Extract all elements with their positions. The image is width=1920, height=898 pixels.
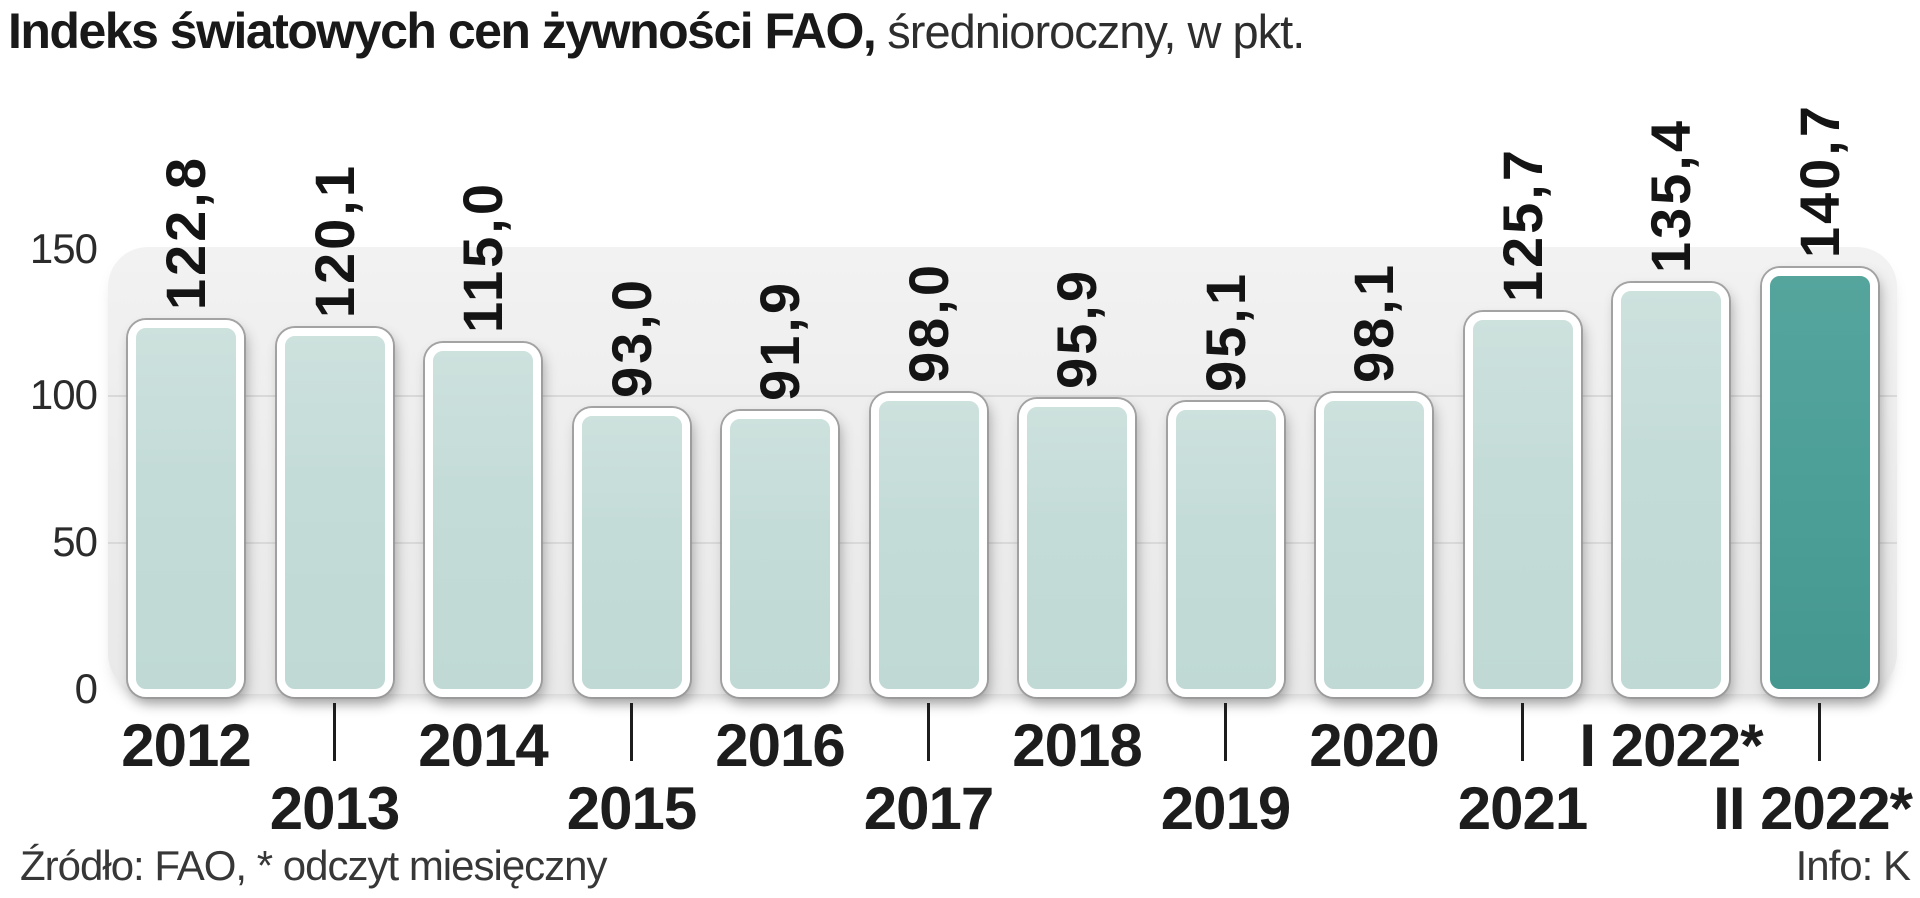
plot-area <box>108 247 1897 694</box>
bar-I-2022 <box>1613 283 1729 697</box>
x-axis-label-I-2022: I 2022* <box>1579 712 1763 779</box>
bar-2012 <box>128 320 244 697</box>
y-axis-label-100: 100 <box>29 371 98 419</box>
x-axis-label-2020: 2020 <box>1309 712 1439 779</box>
value-label-2016: 91,9 <box>748 280 811 401</box>
value-label-2012: 122,8 <box>154 154 217 310</box>
chart-title: Indeks światowych cen żywności FAO, śred… <box>8 2 1305 60</box>
source-note: Źródło: FAO, * odczyt miesięczny <box>20 842 608 889</box>
x-tick-2021 <box>1521 703 1524 761</box>
value-label-II-2022: 140,7 <box>1787 102 1851 258</box>
value-label-2019: 95,1 <box>1193 271 1257 392</box>
x-axis-label-2014: 2014 <box>418 712 548 779</box>
value-label-2017: 98,0 <box>896 262 960 383</box>
value-label-I-2022: 135,4 <box>1639 117 1702 273</box>
x-axis-label-2012: 2012 <box>121 712 251 779</box>
gridline-100 <box>108 395 1897 398</box>
y-axis-label-50: 50 <box>52 518 98 566</box>
value-label-2018: 95,9 <box>1045 268 1108 389</box>
x-tick-II-2022 <box>1818 703 1821 761</box>
x-tick-2013 <box>333 703 336 761</box>
credit-note: Info: K <box>1795 842 1911 889</box>
y-axis-label-0: 0 <box>74 665 98 712</box>
x-axis-label-2019: 2019 <box>1160 775 1291 842</box>
value-label-2020: 98,1 <box>1342 262 1405 383</box>
x-axis-label-2013: 2013 <box>269 775 400 842</box>
bar-2013 <box>276 328 393 697</box>
y-axis-label-150: 150 <box>29 224 98 272</box>
bar-2021 <box>1464 312 1581 697</box>
x-axis-label-2021: 2021 <box>1457 775 1588 842</box>
value-label-2015: 93,0 <box>599 277 663 398</box>
bar-2019 <box>1167 402 1284 697</box>
gridline-50 <box>108 542 1897 545</box>
bar-2015 <box>573 408 690 697</box>
chart-title-main: Indeks światowych cen żywności FAO, <box>8 3 877 59</box>
x-tick-2015 <box>630 703 633 761</box>
x-axis-label-II-2022: II 2022* <box>1713 775 1913 842</box>
bar-II-2022 <box>1761 268 1878 697</box>
x-axis-label-2016: 2016 <box>715 712 845 779</box>
bar-2020 <box>1316 393 1432 697</box>
x-tick-2019 <box>1224 703 1227 761</box>
bar-2018 <box>1019 399 1135 697</box>
x-axis-label-2018: 2018 <box>1012 712 1142 779</box>
value-label-2021: 125,7 <box>1490 146 1554 302</box>
bar-2017 <box>870 393 987 697</box>
chart-title-subtitle: średnioroczny, w pkt. <box>875 5 1305 58</box>
x-axis-label-2015: 2015 <box>566 775 697 842</box>
bar-2014 <box>425 343 541 697</box>
value-label-2013: 120,1 <box>302 162 366 318</box>
value-label-2014: 115,0 <box>451 180 514 333</box>
x-tick-2017 <box>927 703 930 761</box>
x-axis-label-2017: 2017 <box>863 775 994 842</box>
bar-2016 <box>722 411 838 697</box>
